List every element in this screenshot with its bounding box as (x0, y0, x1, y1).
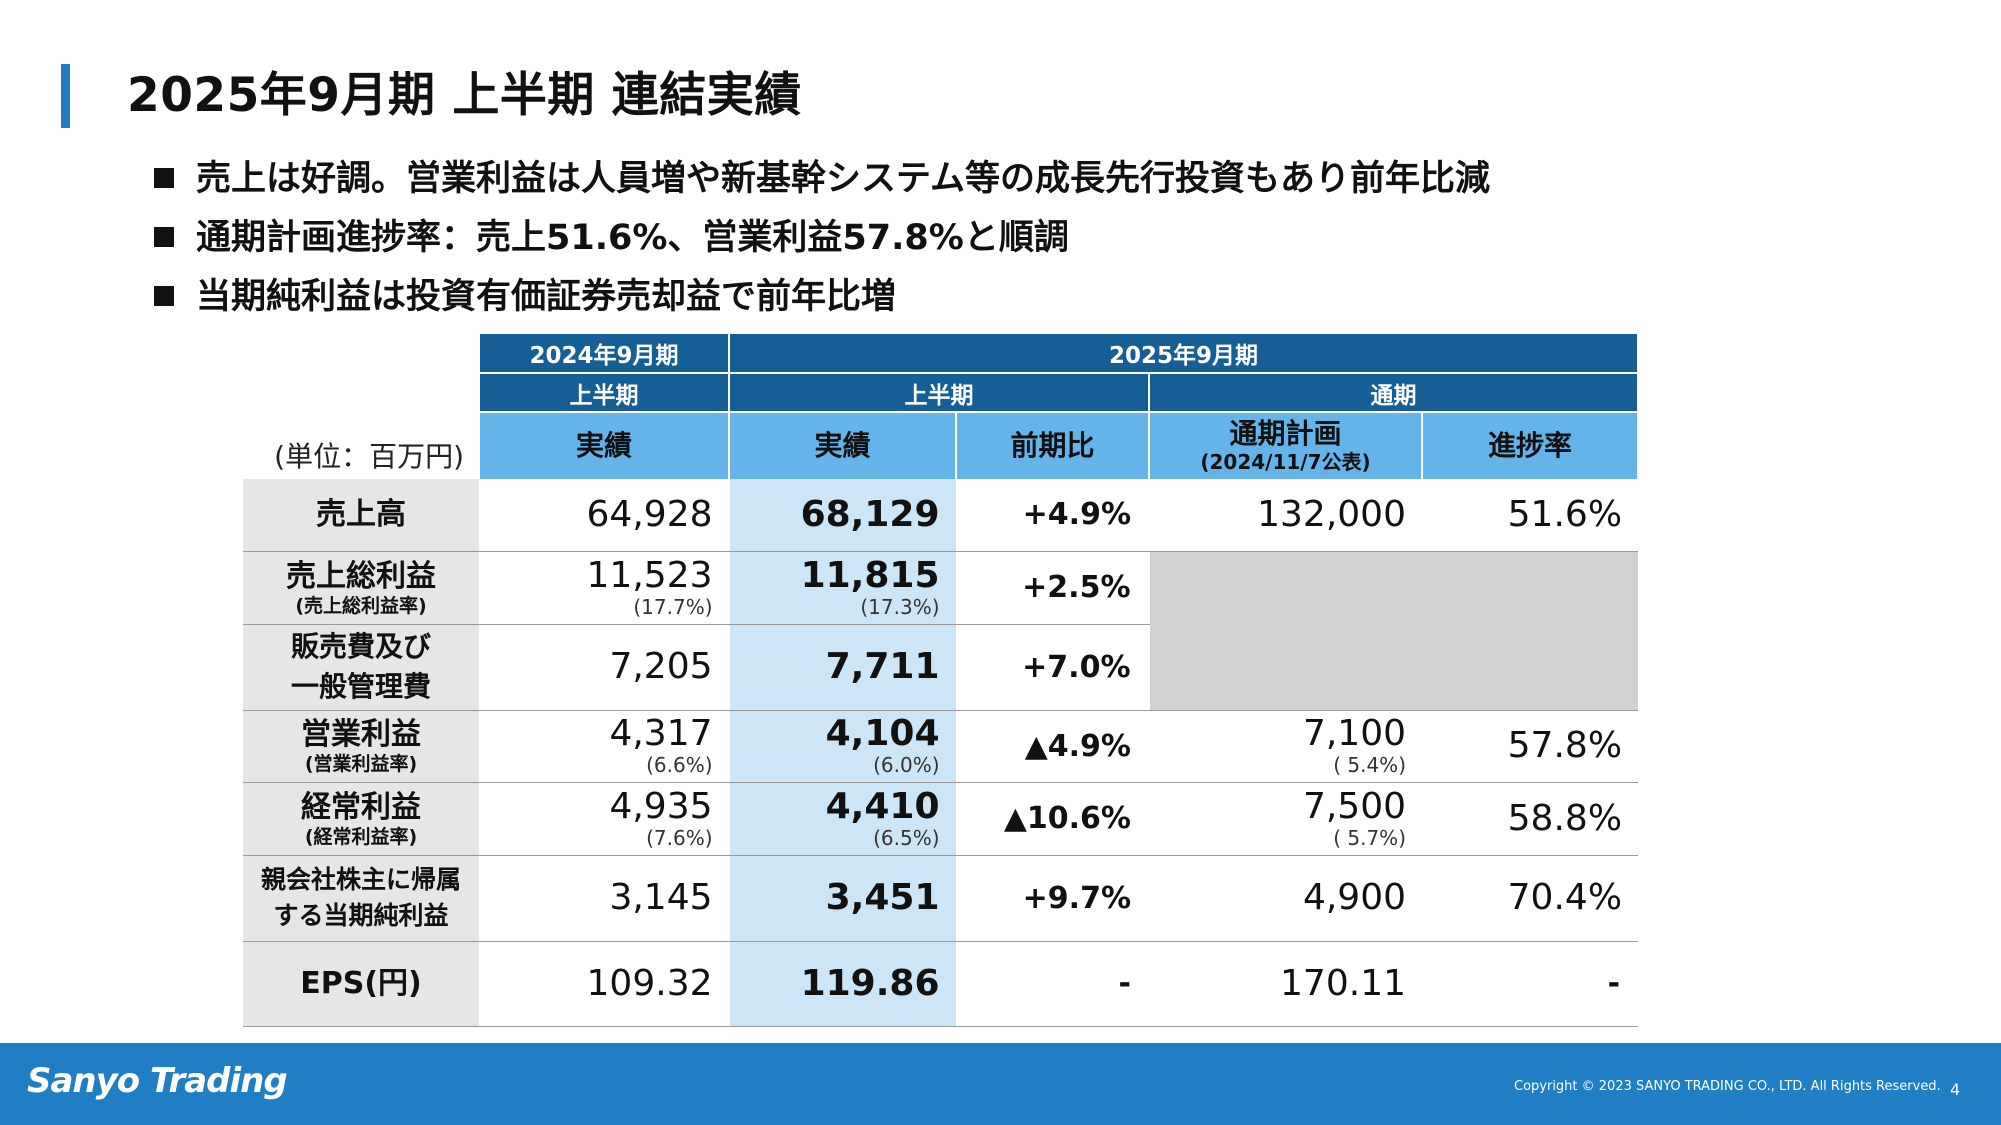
row-label: EPS(円) (243, 941, 479, 1027)
progress-value: 51.6% (1422, 479, 1639, 552)
progress-value: 70.4% (1422, 855, 1639, 942)
square-bullet-icon (154, 168, 174, 188)
prev-value: 3,145 (479, 855, 729, 942)
table-row: 経常利益 (経常利益率) 4,935 (7.6%) 4,410 (6.5%) ▲… (243, 782, 1639, 856)
prev-value: 7,205 (479, 624, 729, 711)
header-prev-actual: 実績 (478, 412, 730, 479)
yoy-value: +4.9% (956, 479, 1149, 552)
curr-value: 68,129 (728, 479, 957, 552)
header-curr-actual: 実績 (728, 412, 957, 479)
header-prev-half: 上半期 (478, 373, 730, 413)
plan-value: 132,000 (1149, 479, 1422, 552)
row-label: 親会社株主に帰属 する当期純利益 (243, 855, 479, 942)
table-row: 売上高 64,928 68,129 +4.9% 132,000 51.6% (243, 479, 1639, 552)
header-curr-period: 2025年9月期 (727, 334, 1640, 374)
square-bullet-icon (154, 227, 174, 247)
header-curr-half: 上半期 (728, 373, 1150, 413)
prev-value: 64,928 (479, 479, 729, 552)
page-number: 4 (1950, 1080, 1961, 1099)
footer-bar: Sanyo Trading Copyright © 2023 SANYO TRA… (0, 1043, 2001, 1125)
header-progress: 進捗率 (1420, 412, 1640, 479)
row-label: 売上高 (243, 479, 479, 552)
curr-value: 119.86 (728, 941, 957, 1027)
square-bullet-icon (154, 286, 174, 306)
company-logo: Sanyo Trading (27, 1061, 288, 1101)
header-prev-period: 2024年9月期 (478, 334, 730, 374)
page-title: 2025年9月期 上半期 連結実績 (127, 68, 802, 123)
table-row: 親会社株主に帰属 する当期純利益 3,145 3,451 +9.7% 4,900… (243, 855, 1639, 942)
header-yoy: 前期比 (955, 412, 1150, 479)
table-row: EPS(円) 109.32 119.86 - 170.11 - (243, 941, 1639, 1027)
not-applicable-cell (1148, 551, 1639, 711)
prev-value: 11,523 (17.7%) (479, 551, 729, 625)
row-label: 営業利益 (営業利益率) (243, 710, 479, 783)
yoy-value: +7.0% (956, 624, 1149, 711)
curr-value: 3,451 (728, 855, 957, 942)
unit-label: (単位：百万円) (274, 440, 464, 473)
yoy-value: +2.5% (956, 551, 1149, 625)
progress-value: 58.8% (1422, 782, 1639, 856)
plan-value: 170.11 (1149, 941, 1422, 1027)
bullet-item: 売上は好調。営業利益は人員増や新基幹システム等の成長先行投資もあり前年比減 (154, 150, 1490, 209)
header-plan: 通期計画 (2024/11/7公表) (1148, 412, 1423, 479)
table-row: 販売費及び 一般管理費 7,205 7,711 +7.0% (243, 624, 1638, 711)
bullet-item: 当期純利益は投資有価証券売却益で前年比増 (154, 268, 1490, 327)
yoy-value: - (956, 941, 1149, 1027)
curr-value: 4,104 (6.0%) (728, 710, 957, 783)
curr-value: 11,815 (17.3%) (728, 551, 957, 625)
summary-bullets: 売上は好調。営業利益は人員増や新基幹システム等の成長先行投資もあり前年比減 通期… (154, 150, 1490, 327)
header-plan-label: 通期計画 (1229, 417, 1342, 450)
yoy-value: ▲4.9% (956, 710, 1149, 783)
table-row: 営業利益 (営業利益率) 4,317 (6.6%) 4,104 (6.0%) ▲… (243, 710, 1639, 783)
row-label: 売上総利益 (売上総利益率) (243, 551, 479, 625)
header-plan-note: (2024/11/7公表) (1200, 450, 1371, 474)
prev-value: 4,317 (6.6%) (479, 710, 729, 783)
curr-value: 7,711 (728, 624, 957, 711)
table-row: 売上総利益 (売上総利益率) 11,523 (17.7%) 11,815 (17… (243, 551, 1639, 711)
header-full-year: 通期 (1147, 373, 1640, 413)
row-label: 経常利益 (経常利益率) (243, 782, 479, 856)
plan-value: 7,500 ( 5.7%) (1149, 782, 1422, 856)
yoy-value: ▲10.6% (956, 782, 1149, 856)
row-label: 販売費及び 一般管理費 (243, 624, 479, 711)
prev-value: 109.32 (479, 941, 729, 1027)
bullet-item: 通期計画進捗率：売上51.6%、営業利益57.8%と順調 (154, 209, 1490, 268)
title-accent-bar (61, 64, 70, 128)
copyright-text: Copyright © 2023 SANYO TRADING CO., LTD.… (1514, 1079, 1941, 1094)
plan-value: 7,100 ( 5.4%) (1149, 710, 1422, 783)
curr-value: 4,410 (6.5%) (728, 782, 957, 856)
prev-value: 4,935 (7.6%) (479, 782, 729, 856)
progress-value: 57.8% (1422, 710, 1639, 783)
yoy-value: +9.7% (956, 855, 1149, 942)
progress-value: - (1422, 941, 1639, 1027)
plan-value: 4,900 (1149, 855, 1422, 942)
results-table: (単位：百万円) 2024年9月期 2025年9月期 上半期 上半期 通期 実績… (243, 334, 1640, 1027)
